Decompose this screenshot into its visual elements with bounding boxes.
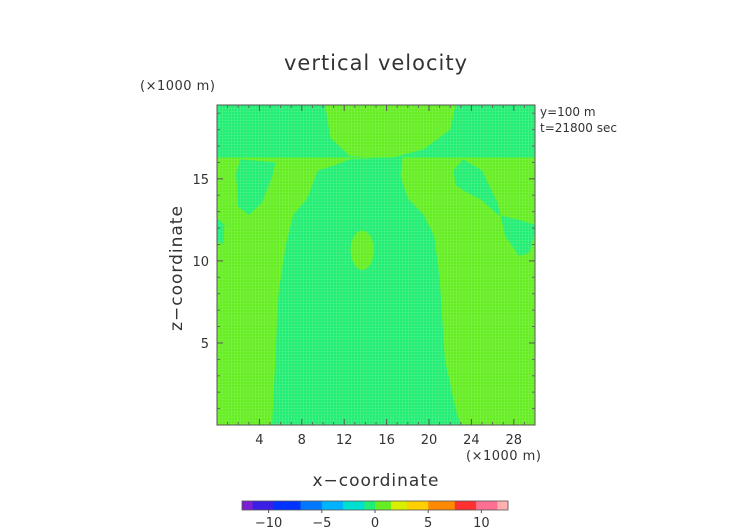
x-tick-label: 16: [378, 433, 395, 448]
colorbar-cell: [284, 501, 291, 510]
colorbar-cell: [337, 501, 344, 510]
x-tick-label: 20: [421, 433, 438, 448]
colorbar-cell: [497, 501, 504, 510]
colorbar-cell: [300, 501, 307, 510]
y-tick-label: 5: [201, 337, 209, 352]
colorbar-cell: [364, 501, 371, 510]
colorbar-cell: [343, 501, 349, 510]
y-axis: 5 10 15: [192, 112, 535, 410]
colorbar-cell: [359, 501, 365, 510]
colorbar-cell: [433, 501, 440, 510]
colorbar-cell: [332, 501, 339, 510]
colorbar-cell: [460, 501, 466, 510]
colorbar-tick-label: −5: [312, 516, 331, 531]
colorbar-cell: [305, 501, 312, 510]
x-tick-label: 4: [255, 433, 263, 448]
colorbar-cell: [412, 501, 418, 510]
chart-title: vertical velocity: [284, 51, 468, 75]
colorbar-cell: [492, 501, 498, 510]
colorbar-cell: [449, 501, 456, 510]
colorbar-cell: [486, 501, 493, 510]
colorbar-cell: [444, 501, 450, 510]
colorbar-cell: [252, 501, 259, 510]
colorbar-cell: [401, 501, 408, 510]
colorbar-tick-label: 5: [424, 516, 432, 531]
x-axis: 4 8 12 16 20 24 28: [227, 105, 525, 448]
x-tick-label: 8: [298, 433, 306, 448]
colorbar-cell: [327, 501, 333, 510]
colorbar-cell: [321, 501, 328, 510]
y-unit-label: (×1000 m): [140, 79, 215, 94]
grid-overlay: [217, 105, 535, 425]
colorbar-cell: [465, 501, 472, 510]
colorbar: −10 −5 0 5 10: [241, 500, 509, 531]
colorbar-cell: [375, 501, 381, 510]
y-axis-label: z−coordinate: [167, 205, 187, 331]
x-unit-label: (×1000 m): [466, 449, 541, 464]
colorbar-cell: [289, 501, 296, 510]
y-tick-label: 15: [192, 173, 209, 188]
x-tick-label: 24: [463, 433, 480, 448]
colorbar-tick-label: 0: [371, 516, 379, 531]
colorbar-cell: [311, 501, 317, 510]
colorbar-cell: [369, 501, 376, 510]
colorbar-cell: [273, 501, 280, 510]
colorbar-cell: [438, 501, 445, 510]
colorbar-tick-label: 10: [473, 516, 490, 531]
y-tick-label: 10: [192, 255, 209, 270]
colorbar-cell: [242, 501, 248, 510]
colorbar-tick-label: −10: [255, 516, 282, 531]
colorbar-cell: [406, 501, 413, 510]
colorbar-cell: [380, 501, 387, 510]
colorbar-cell: [353, 501, 360, 510]
colorbar-cell: [316, 501, 323, 510]
colorbar-cell: [348, 501, 355, 510]
colorbar-cell: [390, 501, 397, 510]
annotation-y: y=100 m: [540, 105, 596, 119]
colorbar-cell: [502, 501, 509, 510]
colorbar-cell: [417, 501, 424, 510]
colorbar-cell: [295, 501, 301, 510]
x-axis-label: x−coordinate: [313, 471, 440, 491]
colorbar-cell: [470, 501, 477, 510]
colorbar-cell: [385, 501, 392, 510]
colorbar-cell: [247, 501, 254, 510]
colorbar-cell: [454, 501, 461, 510]
colorbar-cell: [476, 501, 482, 510]
colorbar-cell: [396, 501, 402, 510]
colorbar-cell: [263, 501, 269, 510]
colorbar-cell: [481, 501, 488, 510]
colorbar-cell: [428, 501, 434, 510]
x-tick-label: 28: [506, 433, 523, 448]
colorbar-cell: [268, 501, 275, 510]
x-tick-label: 12: [336, 433, 353, 448]
colorbar-cell: [422, 501, 429, 510]
annotation-t: t=21800 sec: [540, 121, 617, 135]
colorbar-cell: [257, 501, 264, 510]
colorbar-cell: [279, 501, 285, 510]
